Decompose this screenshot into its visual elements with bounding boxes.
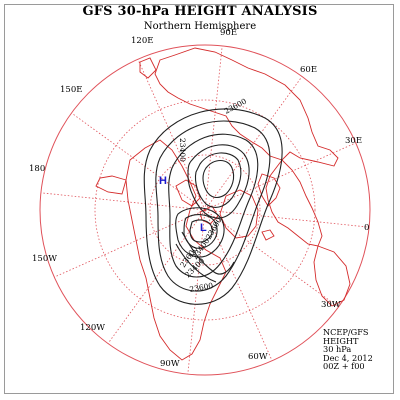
contour-label: 23600 — [204, 216, 224, 241]
meridian-line — [54, 209, 206, 278]
greenland-coastline — [219, 189, 259, 239]
info-date: Dec 4, 2012 — [323, 352, 373, 363]
meridian-line — [204, 45, 223, 211]
height-contour — [189, 219, 213, 243]
meridian-line — [137, 59, 206, 211]
meridian-line — [107, 209, 206, 344]
longitude-label-120w: 120W — [80, 323, 105, 333]
map-subtitle: Northern Hemisphere — [143, 21, 257, 32]
height-contour — [183, 214, 218, 249]
height-contour — [202, 159, 235, 199]
info-model: NCEP/GFS — [323, 327, 369, 337]
coastlines — [95, 47, 351, 361]
asia-coastline — [154, 47, 339, 167]
europe-coastline — [265, 159, 323, 247]
longitude-label-150w: 150W — [32, 254, 57, 264]
meridian-line — [204, 76, 303, 211]
meridian-lines — [40, 45, 370, 375]
height-contour — [194, 152, 242, 208]
outer-boundary-circle — [39, 44, 371, 376]
height-contour — [155, 120, 271, 292]
meridian-line — [204, 142, 356, 211]
alaska-coastline — [95, 175, 127, 195]
meridian-line — [71, 112, 206, 211]
longitude-label-60w: 60W — [248, 352, 268, 362]
longitude-label-30e: 30E — [345, 136, 362, 146]
info-time: 00Z + f00 — [323, 361, 365, 372]
height-contour — [168, 133, 259, 278]
contour-label: 23400 — [178, 138, 187, 162]
low-center-marker: L — [200, 222, 207, 234]
meridian-line — [204, 209, 339, 308]
contour-label: 23600 — [189, 281, 214, 294]
longitude-label-0: 0 — [364, 223, 369, 233]
high-center-marker: H — [159, 175, 167, 187]
height-contour — [181, 231, 235, 275]
meridian-line — [40, 192, 206, 211]
scandinavia-coastline — [257, 173, 281, 207]
meridian-line — [204, 209, 273, 361]
africa-coastline — [313, 245, 351, 307]
height-contour — [187, 144, 250, 219]
info-variable: HEIGHT — [323, 335, 359, 346]
longitude-label-180: 180 — [29, 164, 45, 174]
iceland-coastline — [261, 229, 275, 241]
info-level: 30 hPa — [323, 344, 352, 355]
japan-coastline — [139, 57, 157, 79]
longitude-label-90w: 90W — [160, 359, 180, 369]
height-contours — [143, 108, 283, 305]
height-contour — [143, 108, 283, 305]
contour-label: 23600 — [223, 97, 248, 116]
meridian-line — [204, 209, 370, 228]
longitude-label-60e: 60E — [300, 65, 317, 75]
map-frame — [4, 4, 394, 394]
height-contour — [175, 207, 225, 258]
latitude-circle — [149, 154, 261, 266]
meridian-line — [187, 209, 206, 375]
longitude-label-90e: 90E — [220, 28, 237, 38]
longitude-label-30w: 30W — [321, 300, 341, 310]
height-contour — [175, 243, 217, 283]
longitude-label-120e: 120E — [131, 36, 153, 46]
map-title: GFS 30-hPa HEIGHT ANALYSIS — [82, 4, 318, 19]
longitude-label-150e: 150E — [60, 85, 82, 95]
info-block: NCEP/GFS HEIGHT 30 hPa Dec 4, 2012 00Z +… — [323, 328, 373, 371]
